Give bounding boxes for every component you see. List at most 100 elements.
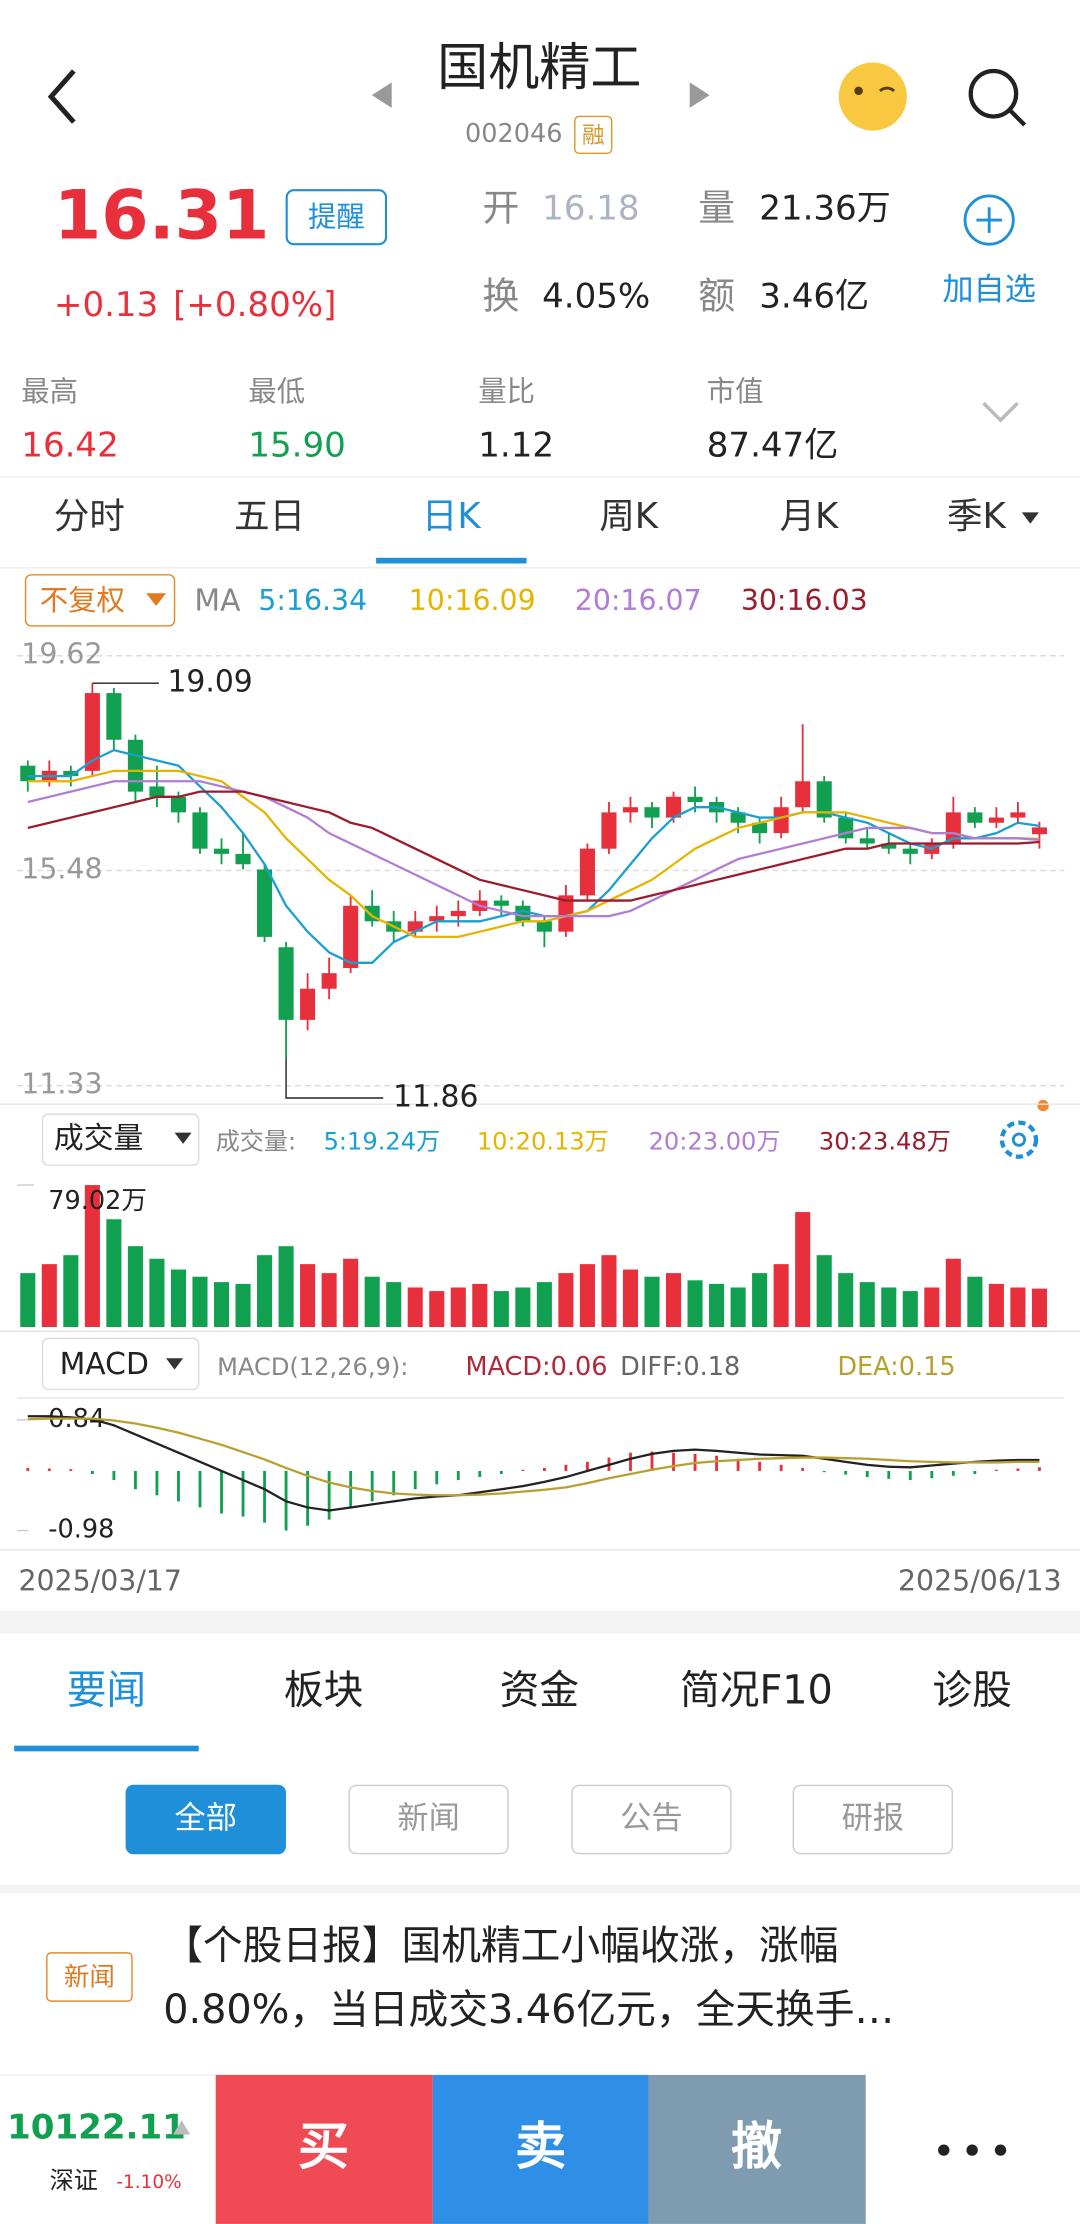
settings-core (1011, 1132, 1027, 1147)
candle-body (558, 895, 574, 932)
news-tab[interactable]: 简况F10 (680, 1668, 833, 1714)
volume-legend: 5:19.24万 (324, 1128, 441, 1156)
filter-pill[interactable] (348, 1784, 509, 1855)
notify-dot (1037, 1099, 1049, 1112)
stat-value: 21.36万 (759, 189, 891, 229)
filter-label: 研报 (842, 1800, 904, 1836)
summary-value: 87.47亿 (707, 426, 839, 466)
volume-bar (558, 1273, 574, 1328)
candle-body (106, 693, 122, 740)
volume-bar (63, 1255, 79, 1328)
back-button[interactable] (47, 69, 76, 124)
adjust-box[interactable] (24, 574, 176, 627)
candle-body (881, 843, 897, 849)
volume-bar (472, 1283, 488, 1328)
stat-value: 3.46亿 (759, 277, 869, 317)
filter-label: 全部 (175, 1800, 237, 1836)
volume-box[interactable] (41, 1113, 200, 1166)
headline[interactable]: 【个股日报】国机精工小幅收涨，涨幅 (163, 1923, 838, 1969)
news-tab[interactable]: 要闻 (67, 1668, 146, 1714)
news-tab[interactable]: 资金 (500, 1668, 579, 1714)
candle-body (321, 973, 337, 989)
filter-pill[interactable] (792, 1784, 953, 1855)
period-tab[interactable]: 周K (599, 496, 658, 537)
volume-bar (902, 1291, 918, 1328)
candle-body (773, 807, 789, 834)
period-tab[interactable]: 五日 (234, 496, 305, 537)
candle-body (945, 812, 961, 844)
more[interactable] (938, 2144, 950, 2156)
mascot-eye (879, 86, 895, 93)
watch-label[interactable]: 加自选 (942, 272, 1036, 308)
expand[interactable] (982, 401, 1019, 423)
volume-bar (170, 1269, 186, 1328)
alert-button[interactable] (285, 189, 388, 246)
candle-body (170, 796, 186, 813)
annotation-line (285, 1058, 384, 1099)
watch-icon[interactable] (963, 194, 1015, 246)
volume-bar (321, 1273, 337, 1328)
volume-bar (1010, 1287, 1026, 1328)
candle-body (235, 853, 251, 865)
candle-body (450, 910, 466, 917)
settings[interactable] (999, 1120, 1039, 1159)
candle-body (127, 739, 143, 792)
change-pct: [+0.80%] (173, 285, 336, 325)
macd-legend: DIFF:0.18 (620, 1352, 740, 1382)
adjust: 不复权 (40, 584, 125, 617)
cancel-button[interactable] (648, 2074, 866, 2224)
candle-body (859, 838, 875, 844)
period-tab[interactable]: 季K (947, 496, 1006, 537)
search[interactable] (968, 68, 1019, 119)
ma-legend: 5:16.34 (258, 584, 367, 617)
stat-label: 换 (483, 275, 520, 318)
sell-button[interactable] (432, 2074, 649, 2224)
index-toggle (173, 2120, 191, 2135)
candle-body (343, 905, 359, 968)
candle-body (816, 781, 832, 818)
news-tag-box (46, 1952, 133, 2002)
volume-bar (364, 1276, 380, 1328)
summary-label: 量比 (478, 375, 535, 408)
prev-stock[interactable] (371, 82, 392, 108)
candle-body (149, 786, 165, 797)
headline[interactable]: 0.80%，当日成交3.46亿元，全天换手… (163, 1987, 894, 2033)
period-tab[interactable]: 分时 (54, 496, 125, 537)
volume-tick-label: 79.02万 (48, 1186, 147, 1216)
candle-body (257, 869, 273, 937)
summary-label: 最低 (248, 375, 305, 408)
macd-box[interactable] (41, 1337, 200, 1391)
next-stock[interactable] (689, 82, 710, 108)
volume-bar (622, 1269, 639, 1328)
period-tab[interactable]: 日K (422, 496, 481, 537)
filter-pill[interactable] (571, 1784, 732, 1855)
volume-bar (429, 1291, 445, 1328)
filter-pill[interactable] (125, 1784, 286, 1855)
period-tab[interactable]: 月K (780, 496, 839, 537)
high-annotation: 19.09 (167, 665, 252, 700)
buy-button[interactable] (215, 2074, 433, 2224)
index-name: 深证 (50, 2166, 98, 2194)
volume-bar (235, 1283, 251, 1328)
candle-body (20, 765, 36, 782)
tab-underline (376, 557, 527, 564)
low-annotation: 11.86 (393, 1079, 478, 1114)
candle-body (795, 781, 811, 808)
cancel-label: 撤 (731, 2118, 782, 2177)
volume-bar (924, 1287, 940, 1328)
index-value[interactable]: 10122.11 (7, 2107, 186, 2147)
volume-bar (343, 1258, 359, 1328)
more (994, 2144, 1007, 2156)
news-tab[interactable]: 板块 (284, 1668, 363, 1714)
summary-label: 最高 (21, 375, 78, 408)
news-tab[interactable]: 诊股 (932, 1668, 1011, 1714)
dropdown (1021, 512, 1039, 524)
more (966, 2144, 978, 2156)
candle-body (579, 848, 595, 896)
macd-legend: DEA:0.15 (837, 1352, 955, 1382)
summary-value: 16.42 (21, 426, 118, 466)
mascot[interactable] (838, 62, 907, 131)
filter-label: 新闻 (397, 1800, 459, 1836)
search-handle (1008, 109, 1027, 127)
volume-bar (988, 1283, 1004, 1328)
